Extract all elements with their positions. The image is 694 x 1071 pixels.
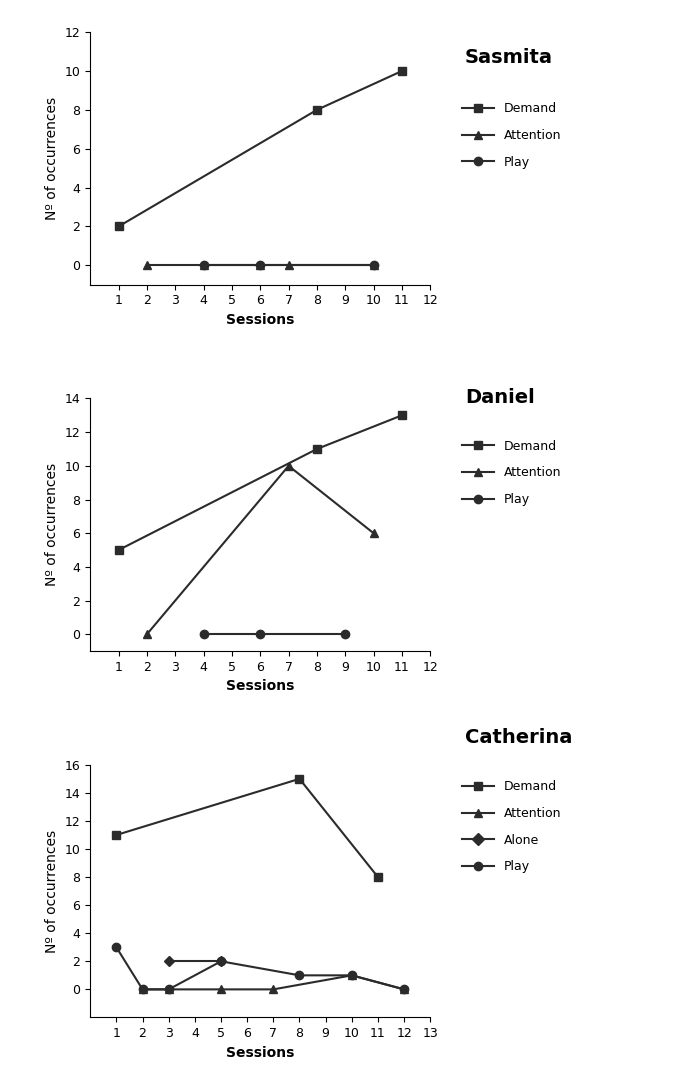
Text: Daniel: Daniel bbox=[465, 388, 535, 407]
X-axis label: Sessions: Sessions bbox=[226, 679, 294, 693]
Legend: Demand, Attention, Alone, Play: Demand, Attention, Alone, Play bbox=[457, 775, 566, 878]
Y-axis label: Nº of occurrences: Nº of occurrences bbox=[45, 464, 59, 586]
X-axis label: Sessions: Sessions bbox=[226, 1045, 294, 1059]
X-axis label: Sessions: Sessions bbox=[226, 313, 294, 327]
Text: Catherina: Catherina bbox=[465, 728, 573, 748]
Y-axis label: Nº of occurrences: Nº of occurrences bbox=[45, 96, 59, 220]
Text: Sasmita: Sasmita bbox=[465, 48, 553, 67]
Legend: Demand, Attention, Play: Demand, Attention, Play bbox=[457, 435, 566, 511]
Legend: Demand, Attention, Play: Demand, Attention, Play bbox=[457, 97, 566, 174]
Y-axis label: Nº of occurrences: Nº of occurrences bbox=[45, 830, 59, 953]
